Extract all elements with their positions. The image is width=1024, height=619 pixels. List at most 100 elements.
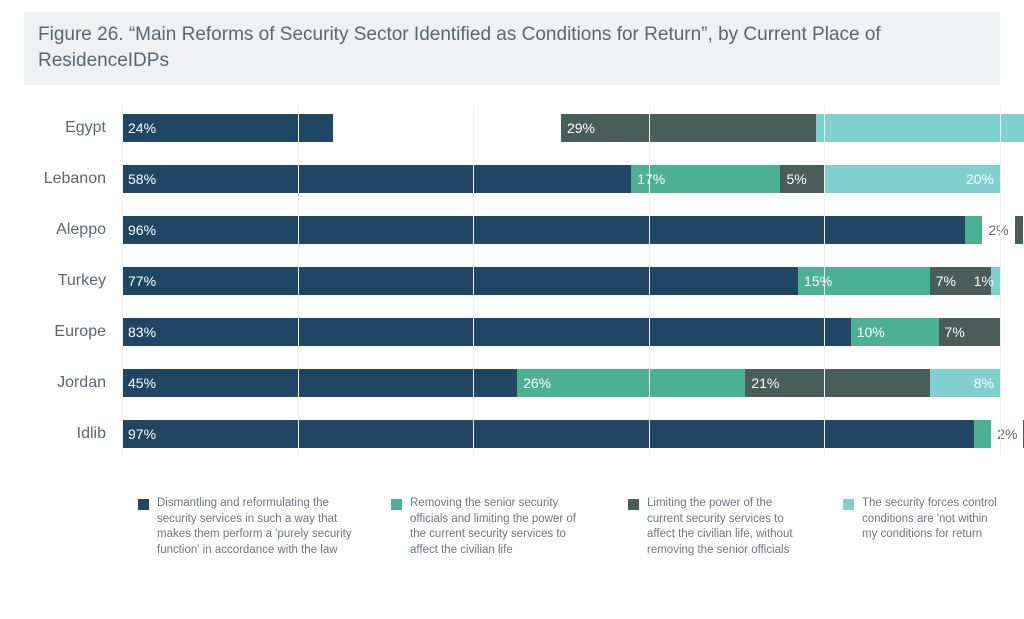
bar-segment: 29%	[561, 114, 816, 142]
bar-segment	[965, 216, 983, 244]
bar-segment-group: 26%	[517, 366, 745, 399]
bar-segment: 20%	[824, 165, 1000, 193]
bar-segment-group: 1%	[1015, 213, 1024, 246]
spacer	[341, 127, 561, 128]
category-label: Idlib	[24, 425, 122, 443]
bar-segment: 58%	[122, 165, 631, 193]
bar-segment-group: 97%	[122, 417, 974, 450]
bar-segment: 47%	[816, 114, 1024, 142]
row-bars: 97%2%1%	[122, 417, 1024, 450]
bar-value-label: 83%	[122, 324, 162, 340]
bar-segment: 8%	[930, 369, 1000, 397]
bar-value-label: 97%	[122, 426, 162, 442]
legend-label: Removing the senior security officials a…	[410, 496, 592, 558]
bar-segment-group: 7%	[939, 315, 1000, 348]
bar-value-label: 10%	[851, 324, 891, 340]
bar-segment: 77%	[122, 267, 798, 295]
bar-segment-group: 20%	[824, 162, 1000, 195]
row-bars: 45% 26% 21% 8%	[122, 366, 1000, 399]
bar-row: Lebanon58% 17% 5%20%	[24, 162, 1000, 195]
bar-row: Egypt24%29%47%	[24, 111, 1000, 144]
bar-value-label: 21%	[745, 375, 785, 391]
bar-segment	[1015, 216, 1024, 244]
row-bars: 96%2%1%1%	[122, 213, 1024, 246]
legend-swatch	[391, 499, 402, 510]
bar-segment-group: 24%	[122, 111, 333, 144]
bar-segment-group: 58%	[122, 162, 631, 195]
row-bars: 24% 29% 47%	[122, 111, 1024, 144]
category-label: Europe	[24, 323, 122, 341]
bar-row: Jordan45% 26% 21% 8%	[24, 366, 1000, 399]
bar-segment-group: 10%	[851, 315, 939, 348]
bar-value-label: 7%	[930, 273, 962, 289]
bar-value-label: 58%	[122, 171, 162, 187]
category-label: Aleppo	[24, 221, 122, 239]
bar-value-label: 26%	[517, 375, 557, 391]
bar-segment: 1%	[991, 267, 1000, 295]
legend-item: Removing the senior security officials a…	[391, 496, 592, 558]
bar-segment-group: 96%	[122, 213, 965, 246]
legend-swatch	[628, 499, 639, 510]
bar-segment: 45%	[122, 369, 517, 397]
bar-segment: 83%	[122, 318, 851, 346]
bar-value-label: 45%	[122, 375, 162, 391]
bar-rows: Egypt24%29%47%Lebanon58%17%5%20%Aleppo96…	[24, 111, 1000, 450]
bar-segment-group: 83%	[122, 315, 851, 348]
bar-value-label: 96%	[122, 222, 162, 238]
bar-segment-group: 17%	[631, 162, 780, 195]
bar-value-label: 8%	[968, 375, 1000, 391]
legend-swatch	[138, 499, 149, 510]
legend-item: The security forces control conditions a…	[843, 496, 1002, 543]
category-label: Jordan	[24, 374, 122, 392]
bar-segment: 26%	[517, 369, 745, 397]
bar-segment-group: 45%	[122, 366, 517, 399]
bar-segment-group: 29%	[561, 111, 816, 144]
bar-segment-group: 47%	[816, 111, 1024, 144]
bar-segment-group: 8%	[930, 366, 1000, 399]
bar-row: Aleppo96%2%1%1%	[24, 213, 1000, 246]
figure-container: Figure 26. “Main Reforms of Security Sec…	[0, 0, 1024, 558]
spacer	[333, 127, 342, 128]
legend: Dismantling and reformulating the securi…	[138, 496, 1000, 558]
legend-swatch	[843, 499, 854, 510]
row-bars: 58% 17% 5%20%	[122, 162, 1000, 195]
bar-segment-group: 2%	[965, 213, 1015, 246]
category-label: Egypt	[24, 119, 122, 137]
plot-area: Egypt24%29%47%Lebanon58%17%5%20%Aleppo96…	[24, 111, 1000, 450]
bar-segment-group: 5%	[780, 162, 824, 195]
bar-segment: 17%	[631, 165, 780, 193]
legend-label: Dismantling and reformulating the securi…	[157, 496, 355, 558]
bar-row: Turkey77% 15% 7% 1%	[24, 264, 1000, 297]
row-bars: 83% 10% 7%	[122, 315, 1000, 348]
bar-value-label: 17%	[631, 171, 671, 187]
bar-value-label: 7%	[939, 324, 971, 340]
category-label: Lebanon	[24, 170, 122, 188]
bar-segment: 24%	[122, 114, 333, 142]
bar-segment: 10%	[851, 318, 939, 346]
figure-title: Figure 26. “Main Reforms of Security Sec…	[24, 12, 1000, 85]
bar-value-label: 77%	[122, 273, 162, 289]
bar-row: Idlib97%2%1%	[24, 417, 1000, 450]
bar-value-label: 2%	[982, 222, 1014, 238]
gridline	[1000, 105, 1001, 456]
bar-segment-group: 2%	[974, 417, 1024, 450]
bar-row: Europe83% 10% 7%	[24, 315, 1000, 348]
bar-value-label: 1%	[968, 273, 1000, 289]
legend-label: Limiting the power of the current securi…	[647, 496, 807, 558]
category-label: Turkey	[24, 272, 122, 290]
bar-segment: 15%	[798, 267, 930, 295]
legend-item: Dismantling and reformulating the securi…	[138, 496, 355, 558]
bar-segment-group: 21%	[745, 366, 929, 399]
bar-segment: 97%	[122, 420, 974, 448]
bar-value-label: 2%	[991, 426, 1023, 442]
bar-segment: 5%	[780, 165, 824, 193]
legend-label: The security forces control conditions a…	[862, 496, 1002, 543]
bar-value-label: 24%	[122, 120, 162, 136]
bar-segment-group: 77%	[122, 264, 798, 297]
bar-segment: 96%	[122, 216, 965, 244]
legend-item: Limiting the power of the current securi…	[628, 496, 807, 558]
bar-value-label: 29%	[561, 120, 601, 136]
bar-value-label: 15%	[798, 273, 838, 289]
bar-segment-group: 15%	[798, 264, 930, 297]
bar-segment-group: 1%	[991, 264, 1000, 297]
